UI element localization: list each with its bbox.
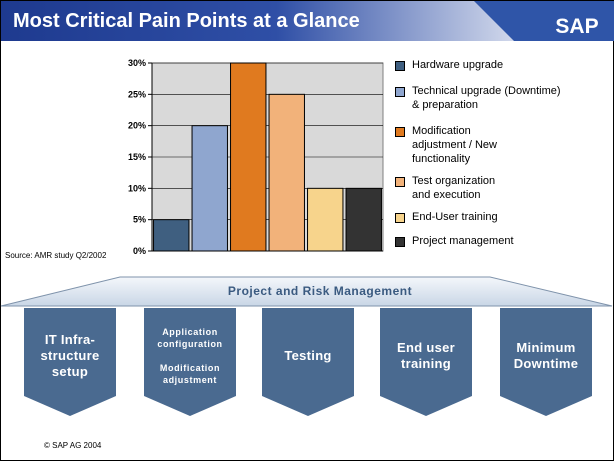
legend-label: Hardware upgrade — [412, 59, 504, 71]
process-step-label: Minimum Downtime — [513, 340, 579, 371]
banner-roof — [0, 276, 613, 307]
bar — [268, 93, 305, 252]
bar — [191, 125, 228, 252]
sap-logo-text: SAP — [555, 15, 598, 38]
process-step: End user training — [380, 308, 472, 416]
chevron-shape — [144, 308, 236, 416]
bar — [230, 62, 267, 252]
legend-swatch — [395, 87, 405, 97]
source-note: Source: AMR study Q2/2002 — [5, 251, 107, 260]
legend-swatch — [395, 237, 405, 247]
sap-logo: SAP — [474, 1, 614, 41]
legend-label: Technical upgrade (Downtime) & preparatio… — [412, 85, 561, 111]
y-tick-label: 5% — [133, 215, 146, 225]
process-step-label: End user training — [396, 340, 456, 371]
chevron-body — [500, 308, 592, 416]
legend-swatch — [395, 61, 405, 71]
y-tick-label: 10% — [128, 183, 146, 193]
chevron-shape — [380, 308, 472, 416]
y-tick-label: 20% — [128, 121, 146, 131]
process-step: Application configuration Modification adju… — [144, 308, 236, 416]
chevron-body — [262, 308, 354, 416]
banner-title: Project and Risk Management — [227, 284, 413, 298]
process-step: IT Infra-structure setup — [24, 308, 116, 416]
sap-logo-shape — [474, 1, 614, 41]
legend-label: Test organization and execution — [412, 175, 496, 201]
bar — [153, 219, 190, 252]
chevron-body — [144, 308, 236, 416]
y-tick-label: 0% — [133, 246, 146, 256]
legend-label: End-User training — [412, 211, 498, 223]
process-step-label: Application configuration Modification adju… — [157, 327, 223, 385]
page-title: Most Critical Pain Points at a Glance — [13, 10, 360, 32]
copyright: © SAP AG 2004 — [44, 441, 102, 450]
process-step: Minimum Downtime — [500, 308, 592, 416]
legend-swatch — [395, 127, 405, 137]
bar-chart: 0% 5% 10% 15% 20% 25% 30% — [128, 58, 384, 256]
chevron-shape — [24, 308, 116, 416]
legend-swatch — [395, 213, 405, 223]
legend-label: Project management — [412, 235, 514, 247]
process-step-label: Testing — [284, 348, 332, 363]
bar — [345, 187, 382, 252]
bar — [307, 187, 344, 252]
y-tick-label: 30% — [128, 58, 146, 68]
chevron-shape — [262, 308, 354, 416]
chevron-shape — [500, 308, 592, 416]
process-step-label: IT Infra-structure setup — [40, 332, 100, 379]
process-step: Testing — [262, 308, 354, 416]
legend-label: Modification adjustment / New functionalit… — [412, 125, 497, 165]
y-tick-label: 15% — [128, 152, 146, 162]
legend-swatch — [395, 177, 405, 187]
chevron-body — [24, 308, 116, 416]
chevron-body — [380, 308, 472, 416]
y-tick-label: 25% — [128, 89, 146, 99]
